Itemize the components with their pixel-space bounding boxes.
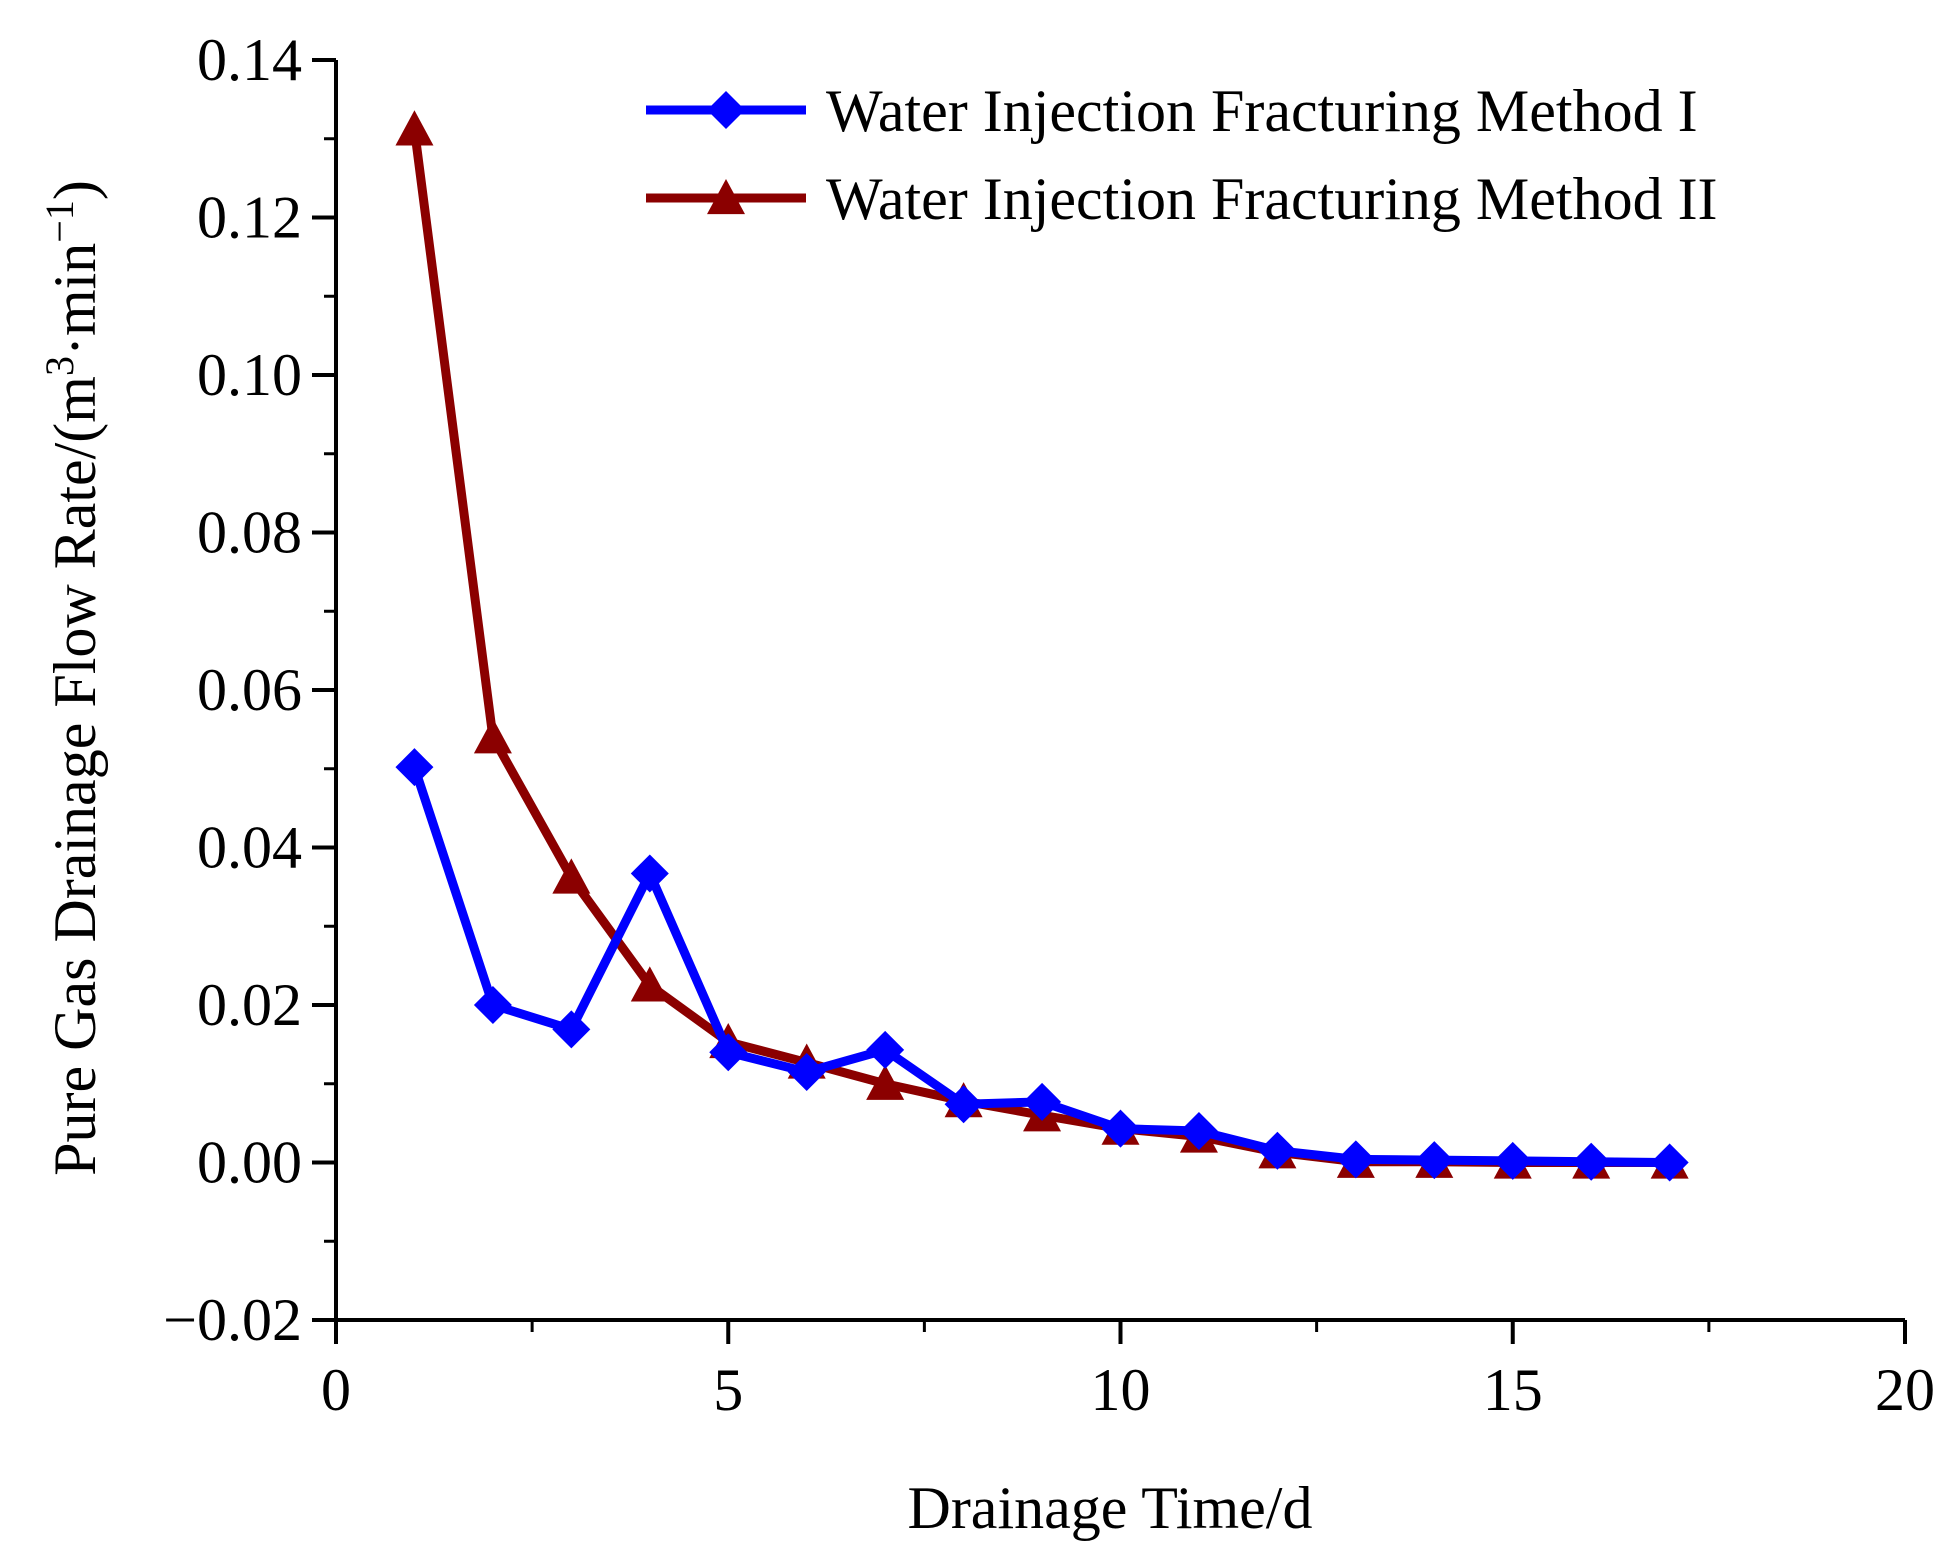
y-axis-title: Pure Gas Drainage Flow Rate/(m3·min−1): [37, 180, 109, 1176]
x-axis-title: Drainage Time/d: [908, 1475, 1313, 1541]
data-point-method-i: [1101, 1109, 1140, 1148]
data-point-method-i: [1023, 1082, 1062, 1121]
y-tick-label: 0.02: [197, 972, 302, 1038]
data-point-method-i: [1336, 1140, 1375, 1179]
data-point-method-i: [1415, 1141, 1454, 1180]
axes: −0.02 0.00 0.02 0.04 0.06 0.08 0.10 0.12 0.14 0 5 1…: [163, 27, 1935, 1423]
data-point-method-ii: [395, 110, 434, 146]
legend-label-method-i: Water Injection Fracturing Method I: [826, 78, 1698, 144]
series-method-i: [395, 748, 1689, 1182]
y-tick-label: 0.04: [197, 815, 302, 881]
legend-item-method-ii: Water Injection Fracturing Method II: [646, 166, 1718, 232]
data-point-method-i: [395, 748, 434, 787]
data-point-method-i: [944, 1085, 983, 1124]
y-tick-label: 0.06: [197, 657, 302, 723]
data-point-method-ii: [866, 1064, 905, 1100]
data-point-method-ii: [552, 858, 591, 894]
y-tick-label: 0.12: [197, 185, 302, 251]
legend: Water Injection Fracturing Method I Water…: [646, 78, 1718, 232]
legend-marker-method-ii: [707, 179, 745, 215]
y-tick-label: 0.08: [197, 500, 302, 566]
data-point-method-i: [787, 1052, 826, 1091]
data-point-method-i: [1258, 1131, 1297, 1170]
data-point-method-i: [1179, 1112, 1218, 1150]
y-tick-label: 0.00: [197, 1130, 302, 1196]
y-axis-title-mid: ·min: [42, 243, 108, 356]
series-layer: [395, 110, 1689, 1182]
data-point-method-i: [866, 1030, 905, 1069]
y-axis-title-end: ): [42, 180, 108, 200]
data-point-method-i: [1493, 1141, 1532, 1180]
legend-item-method-i: Water Injection Fracturing Method I: [646, 78, 1698, 144]
y-axis-title-sup-3: 3: [37, 356, 82, 376]
data-point-method-i: [1572, 1142, 1611, 1181]
legend-marker-method-i: [707, 91, 745, 129]
y-tick-label: 0.10: [197, 342, 302, 408]
y-axis-title-sup-minus1: −1: [37, 200, 82, 243]
data-point-method-i: [473, 986, 512, 1024]
series-line-method-ii: [409, 128, 1670, 1167]
data-point-method-i: [552, 1010, 591, 1049]
data-point-method-ii: [473, 718, 512, 754]
series-method-ii: [395, 110, 1689, 1179]
data-point-method-ii: [630, 966, 669, 1002]
x-tick-label: 0: [321, 1357, 351, 1423]
data-point-method-i: [1650, 1143, 1689, 1182]
x-tick-label: 20: [1875, 1357, 1935, 1423]
legend-label-method-ii: Water Injection Fracturing Method II: [826, 166, 1718, 232]
x-tick-label: 15: [1483, 1357, 1543, 1423]
y-tick-label: 0.14: [197, 27, 302, 93]
x-tick-label: 5: [713, 1357, 743, 1423]
y-tick-label: −0.02: [163, 1287, 302, 1353]
axis-titles: Drainage Time/d Pure Gas Drainage Flow R…: [37, 180, 1313, 1541]
data-point-method-i: [709, 1033, 748, 1072]
x-tick-label: 10: [1091, 1357, 1151, 1423]
y-axis-title-base: Pure Gas Drainage Flow Rate/(m: [42, 376, 108, 1176]
data-point-method-i: [630, 854, 669, 893]
